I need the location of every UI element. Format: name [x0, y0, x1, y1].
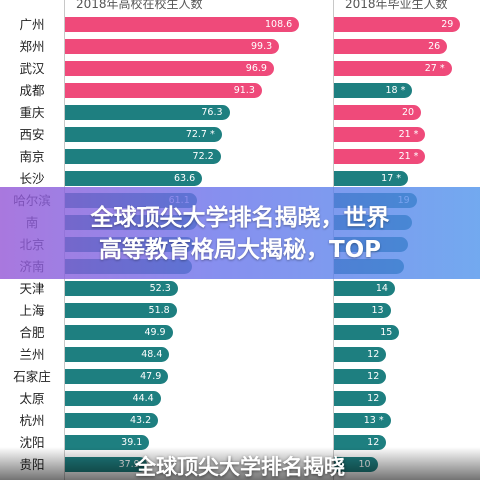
left-bar-value-label: 44.4: [132, 393, 154, 404]
city-label: 郑州: [19, 39, 45, 54]
caption-banner: [0, 447, 480, 480]
left-bar-value-label: 48.4: [141, 349, 163, 360]
headline-line-1: 全球顶尖大学排名揭晓，世界: [90, 205, 390, 231]
left-bar: 43.2: [65, 413, 159, 428]
right-bar-value-label: 12: [367, 349, 380, 360]
city-label: 太原: [19, 391, 45, 406]
left-bar: 108.6: [65, 17, 300, 32]
headline-banner: [0, 187, 480, 279]
left-bar-value-label: 76.3: [201, 107, 223, 118]
right-bar-value-label: 14: [375, 283, 388, 294]
left-bar: 49.9: [65, 325, 173, 340]
right-bar-value-label: 13: [371, 305, 384, 316]
city-label: 兰州: [19, 347, 45, 362]
left-bar: 44.4: [65, 391, 161, 406]
city-label: 重庆: [19, 105, 45, 120]
right-bar: 15: [334, 325, 400, 340]
city-label: 杭州: [19, 413, 45, 428]
left-bar: 52.3: [65, 281, 178, 296]
city-label: 长沙: [19, 171, 45, 186]
right-bar-value-label: 29: [441, 19, 454, 30]
city-label: 天津: [19, 281, 45, 296]
left-bar: 48.4: [65, 347, 170, 362]
right-bar: 13: [334, 303, 391, 318]
left-bar: 72.2: [65, 149, 221, 164]
left-bar-value-label: 52.3: [149, 283, 171, 294]
right-bar: 20: [334, 105, 422, 120]
left-bar: 72.7 *: [65, 127, 222, 142]
right-bar: 12: [334, 435, 387, 450]
right-bar-value-label: 17 *: [381, 173, 402, 184]
right-bar-value-label: 13 *: [363, 415, 384, 426]
left-bar: 51.8: [65, 303, 177, 318]
right-bar: 14: [334, 281, 395, 296]
right-bar: 13 *: [334, 413, 391, 428]
right-bar: 18 *: [334, 83, 413, 98]
city-label: 广州: [19, 17, 45, 32]
right-bar: 29: [334, 17, 461, 32]
right-bar-value-label: 21 *: [398, 129, 419, 140]
right-bar: 17 *: [334, 171, 409, 186]
city-label: 合肥: [19, 325, 45, 340]
left-bar-value-label: 39.1: [121, 437, 143, 448]
left-bar-value-label: 99.3: [250, 41, 273, 52]
left-bar-value-label: 108.6: [264, 19, 293, 30]
left-panel-title: 2018年高校在校生人数: [76, 0, 203, 11]
right-bar-value-label: 27 *: [424, 63, 445, 74]
city-label: 南京: [19, 149, 45, 164]
left-bar: 76.3: [65, 105, 230, 120]
left-bar: 39.1: [65, 435, 150, 450]
right-bar-value-label: 21 *: [398, 151, 419, 162]
right-bar: 12: [334, 391, 387, 406]
left-bar: 63.6: [65, 171, 203, 186]
caption-text: 全球顶尖大学排名揭晓: [135, 455, 345, 479]
left-bar: 96.9: [65, 61, 274, 76]
right-bar: 21 *: [334, 127, 426, 142]
right-bar: 27 *: [334, 61, 452, 76]
city-label: 西安: [19, 127, 45, 142]
right-bar: 21 *: [334, 149, 426, 164]
right-bar-value-label: 12: [367, 371, 380, 382]
right-bar-value-label: 18 *: [385, 85, 406, 96]
right-panel-title: 2018年毕业生人数: [345, 0, 448, 11]
city-label: 沈阳: [19, 435, 45, 450]
left-bar: 47.9: [65, 369, 169, 384]
left-bar-value-label: 72.2: [192, 151, 214, 162]
left-bar: 99.3: [65, 39, 280, 54]
left-bar-value-label: 47.9: [140, 371, 162, 382]
right-bar-value-label: 20: [402, 107, 415, 118]
city-label: 上海: [19, 303, 45, 318]
right-bar: 26: [334, 39, 448, 54]
left-bar-value-label: 72.7 *: [185, 129, 215, 140]
left-bar-value-label: 63.6: [173, 173, 196, 184]
right-bar-value-label: 26: [428, 41, 441, 52]
left-bar: 91.3: [65, 83, 262, 98]
right-bar: 12: [334, 369, 387, 384]
right-bar-value-label: 12: [367, 437, 380, 448]
left-bar-value-label: 49.9: [144, 327, 166, 338]
left-bar-value-label: 51.8: [148, 305, 170, 316]
left-bar-value-label: 96.9: [245, 63, 267, 74]
right-bar-value-label: 15: [380, 327, 393, 338]
city-label: 武汉: [19, 61, 45, 76]
left-bar-value-label: 43.2: [130, 415, 152, 426]
city-label: 石家庄: [13, 369, 51, 384]
right-bar-value-label: 12: [367, 393, 380, 404]
city-label: 成都: [19, 83, 45, 98]
headline-line-2: 高等教育格局大揭秘，TOP: [98, 237, 382, 263]
right-bar: 12: [334, 347, 387, 362]
left-bar-value-label: 91.3: [233, 85, 255, 96]
